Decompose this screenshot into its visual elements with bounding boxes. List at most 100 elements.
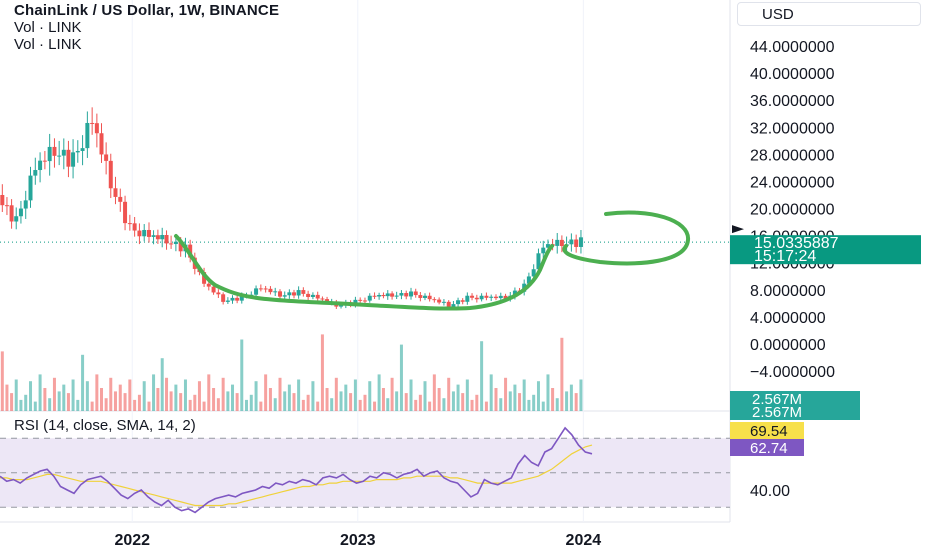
candle	[47, 146, 52, 162]
candle	[474, 297, 479, 300]
volume-bar	[320, 334, 324, 411]
candle	[325, 299, 330, 303]
candle	[489, 296, 494, 298]
volume-bar	[381, 388, 385, 411]
candle	[42, 160, 47, 162]
candles	[0, 107, 583, 309]
candle	[113, 188, 118, 197]
volume-bar	[386, 398, 390, 411]
last-price-badge	[730, 235, 921, 265]
volume-bar	[52, 377, 56, 411]
volume-bar	[57, 391, 61, 411]
volume-bar	[475, 394, 479, 411]
candle	[155, 235, 160, 240]
chart-title: ChainLink / US Dollar, 1W, BINANCE	[14, 2, 280, 19]
volume-bar	[183, 379, 187, 411]
indicator-label: Vol · LINK	[14, 19, 82, 36]
rsi-value-badge	[730, 439, 804, 456]
candle	[57, 155, 62, 157]
volume-bar	[287, 384, 291, 411]
candle	[569, 239, 574, 245]
volume-bar	[447, 377, 451, 411]
volume-bar	[344, 384, 348, 411]
volume-bar	[363, 394, 367, 411]
candle	[367, 295, 372, 301]
currency-button[interactable]: USD	[737, 2, 921, 26]
price-tick-label: 44.0000000	[750, 39, 835, 56]
candle	[559, 239, 564, 247]
candle	[446, 301, 451, 307]
volume-bar	[19, 399, 23, 411]
volume-bar	[81, 354, 85, 411]
volume-bar	[33, 401, 37, 411]
price-axis: 44.0000000 40.0000000 36.0000000 32.0000000…	[730, 39, 921, 500]
volume-bar	[14, 379, 18, 411]
price-tick-label: 20.0000000	[750, 202, 835, 219]
candle	[498, 295, 503, 299]
candle	[479, 295, 484, 300]
volume-bar	[174, 384, 178, 411]
volume-bar	[165, 377, 169, 411]
volume-bar	[579, 379, 583, 411]
candle	[413, 291, 418, 296]
volume-bar	[0, 351, 4, 411]
candle	[287, 292, 292, 296]
volume-bar	[513, 384, 517, 411]
candle	[291, 292, 296, 296]
volume-bar	[368, 381, 372, 411]
volume-bar	[508, 391, 512, 411]
volume-bar	[484, 401, 488, 411]
candle	[460, 300, 465, 302]
price-tick-label: 36.0000000	[750, 93, 835, 110]
price-tick-label: 8.0000000	[750, 283, 826, 300]
candle	[372, 295, 377, 297]
time-tick-label: 2023	[340, 532, 376, 549]
volume-bar	[560, 337, 564, 411]
candle	[399, 293, 404, 296]
indicator-label: Vol · LINK	[14, 36, 82, 53]
volume-bar	[432, 374, 436, 411]
volume-bar	[104, 398, 108, 411]
time-axis: 2022 2023 2024	[114, 532, 601, 549]
volume-bar	[292, 393, 296, 411]
candle	[33, 170, 38, 176]
time-tick-label: 2022	[114, 532, 150, 549]
volume-badge-label: 2.567M	[752, 391, 802, 408]
candle	[38, 160, 43, 171]
volume-bar	[306, 394, 310, 411]
circle-annotation	[562, 210, 690, 266]
volume-bar	[480, 341, 484, 411]
volume-bar	[423, 381, 427, 411]
price-tick-label: 28.0000000	[750, 147, 835, 164]
volume-bar	[409, 379, 413, 411]
rsi-sma-badge	[730, 422, 804, 439]
volume-bar	[470, 399, 474, 411]
volume-bar	[66, 393, 70, 411]
volume-bar	[90, 401, 94, 411]
candle	[9, 205, 14, 222]
candle	[418, 295, 423, 298]
volume-bar	[532, 394, 536, 411]
volume-bar	[152, 374, 156, 411]
volume-bar	[404, 393, 408, 411]
volume-bar	[147, 401, 151, 411]
volume-bar	[551, 388, 555, 411]
volume-bar	[555, 398, 559, 411]
candle	[578, 237, 583, 247]
volume-bar	[301, 399, 305, 411]
candle	[278, 291, 283, 297]
candle	[230, 297, 235, 301]
volume-bar	[197, 381, 201, 411]
candle	[268, 288, 273, 293]
candle	[61, 149, 66, 156]
volume-bar	[62, 384, 66, 411]
volume-bar	[494, 388, 498, 411]
candle	[66, 149, 71, 167]
candle	[178, 241, 183, 252]
candle	[258, 288, 263, 290]
candle	[555, 239, 560, 246]
volume-bar	[489, 374, 493, 411]
candle	[239, 295, 244, 301]
volume-bar	[123, 393, 127, 411]
